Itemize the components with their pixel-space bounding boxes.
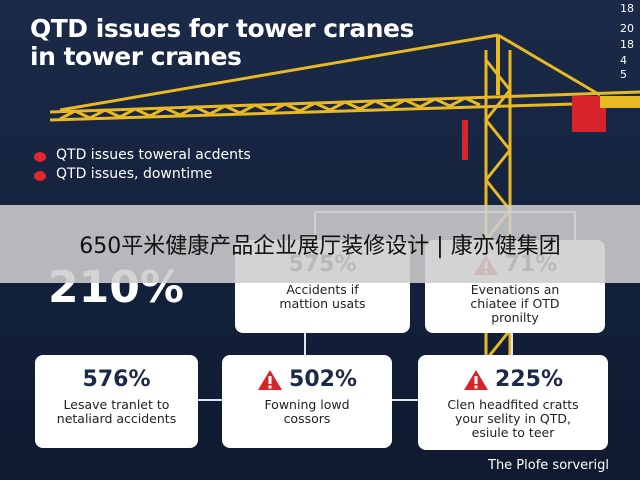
card-text: Fowning lowd cossors	[222, 398, 392, 426]
card-line: your selity in QTD,	[455, 411, 571, 426]
card-value: 225%	[495, 367, 563, 392]
card-line: Lesave tranlet to	[63, 397, 170, 412]
card-line: Evenations an	[470, 282, 560, 297]
legend-dot	[34, 171, 46, 181]
card-text: Lesave tranlet to netaliard accidents	[35, 398, 198, 426]
side-number: 4	[620, 54, 627, 67]
title-line: QTD issues for tower cranes	[30, 14, 414, 43]
legend-item: QTD issues, downtime	[56, 166, 213, 182]
side-number: 18	[620, 38, 634, 51]
card: 576% Lesave tranlet to netaliard accidents	[35, 355, 198, 448]
card-line: pronilty	[491, 310, 539, 325]
side-number: 18	[620, 2, 634, 15]
footer: The Plofe sorverigl	[488, 458, 610, 473]
card-line: Accidents if	[286, 282, 359, 297]
card-value-row: 502%	[222, 367, 392, 392]
card-value-row: 225%	[418, 367, 608, 392]
card-line: esiule to teer	[471, 425, 555, 440]
card-line: Clen headfited cratts	[447, 397, 579, 412]
card-value-row: 576%	[35, 367, 198, 392]
legend-dot	[34, 152, 46, 162]
legend-item: QTD issues toweral acdents	[56, 147, 251, 163]
card: 502% Fowning lowd cossors	[222, 355, 392, 448]
card-line: cossors	[283, 411, 331, 426]
card-line: Fowning lowd	[264, 397, 350, 412]
warning-icon	[258, 369, 283, 390]
side-number: 20	[620, 22, 634, 35]
card-value: 502%	[289, 367, 357, 392]
card-line: netaliard accidents	[56, 411, 177, 426]
card-line: chiatee if OTD	[470, 296, 560, 311]
title-line: in tower cranes	[30, 42, 242, 71]
warning-icon	[464, 369, 489, 390]
card-value: 576%	[82, 367, 151, 392]
card-line: mattion usats	[279, 296, 366, 311]
card: 225% Clen headfited cratts your selity in …	[418, 355, 608, 450]
card-text: Clen headfited cratts your selity in QTD,…	[418, 398, 608, 440]
card-text: Accidents if mattion usats	[235, 283, 410, 311]
side-number: 5	[620, 68, 627, 81]
card-text: Evenations an chiatee if OTD pronilty	[425, 283, 605, 325]
banner: 650平米健康产品企业展厅装修设计 | 康亦健集团	[0, 205, 640, 283]
